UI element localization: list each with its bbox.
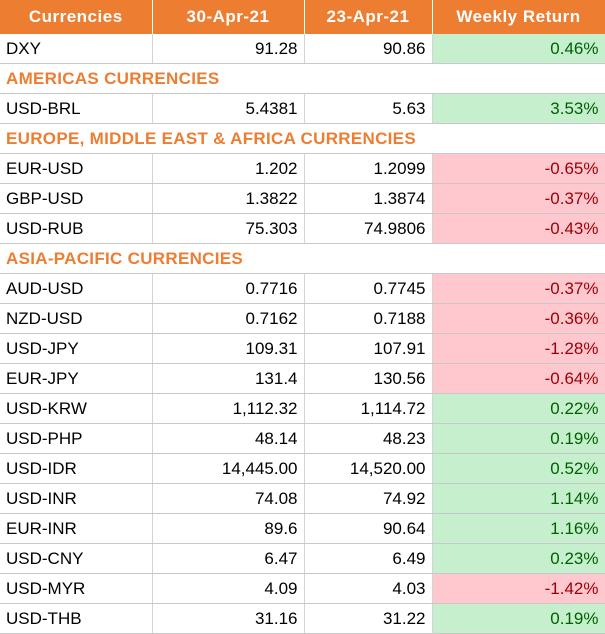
rate-current: 14,445.00 [152,453,305,484]
rate-previous: 1,114.72 [304,393,433,424]
rate-previous: 74.9806 [304,213,433,244]
section-title: AMERICAS CURRENCIES [0,63,605,94]
weekly-return-value: -0.37% [432,273,605,304]
weekly-return-value: -0.43% [432,213,605,244]
currency-pair: EUR-INR [0,513,153,544]
rate-current: 6.47 [152,543,305,574]
weekly-return-value: 0.19% [432,603,605,634]
section-header-row: AMERICAS CURRENCIES [0,63,605,94]
weekly-return-value: 0.46% [432,34,605,64]
rate-current: 75.303 [152,213,305,244]
table-row: USD-BRL 5.4381 5.63 3.53% [0,93,605,124]
table-row: EUR-JPY 131.4 130.56 -0.64% [0,363,605,394]
rate-previous: 1.2099 [304,153,433,184]
weekly-return-value: -0.36% [432,303,605,334]
currency-pair: USD-INR [0,483,153,514]
table-row: USD-IDR 14,445.00 14,520.00 0.52% [0,453,605,484]
rate-previous: 90.86 [304,34,433,64]
rate-previous: 6.49 [304,543,433,574]
section-header-row: EUROPE, MIDDLE EAST & AFRICA CURRENCIES [0,123,605,154]
table-row: USD-RUB 75.303 74.9806 -0.43% [0,213,605,244]
rate-current: 1.202 [152,153,305,184]
rate-previous: 48.23 [304,423,433,454]
table-row: DXY 91.28 90.86 0.46% [0,34,605,64]
weekly-return-value: 0.52% [432,453,605,484]
rate-current: 0.7162 [152,303,305,334]
rate-previous: 130.56 [304,363,433,394]
rate-current: 5.4381 [152,93,305,124]
table-row: USD-THB 31.16 31.22 0.19% [0,603,605,634]
rate-previous: 0.7188 [304,303,433,334]
rate-previous: 107.91 [304,333,433,364]
weekly-return-value: 1.16% [432,513,605,544]
header-date-previous: 23-Apr-21 [304,0,433,34]
rate-current: 91.28 [152,34,305,64]
table-row: EUR-INR 89.6 90.64 1.16% [0,513,605,544]
section-header-row: ASIA-PACIFIC CURRENCIES [0,243,605,274]
weekly-return-value: -0.64% [432,363,605,394]
weekly-return-value: -1.28% [432,333,605,364]
table-body: DXY 91.28 90.86 0.46% AMERICAS CURRENCIES USD… [0,34,605,634]
table-row: USD-INR 74.08 74.92 1.14% [0,483,605,514]
table-row: USD-MYR 4.09 4.03 -1.42% [0,573,605,604]
header-row: Currencies 30-Apr-21 23-Apr-21 Weekly Re… [0,0,605,34]
weekly-return-value: 3.53% [432,93,605,124]
section-title: EUROPE, MIDDLE EAST & AFRICA CURRENCIES [0,123,605,154]
currency-pair: USD-RUB [0,213,153,244]
currency-pair: USD-THB [0,603,153,634]
currency-pair: USD-PHP [0,423,153,454]
currency-pair: NZD-USD [0,303,153,334]
rate-current: 74.08 [152,483,305,514]
rate-previous: 74.92 [304,483,433,514]
rate-previous: 4.03 [304,573,433,604]
section-title: ASIA-PACIFIC CURRENCIES [0,243,605,274]
weekly-return-value: 1.14% [432,483,605,514]
currency-pair: USD-IDR [0,453,153,484]
weekly-return-value: -1.42% [432,573,605,604]
currency-pair: EUR-JPY [0,363,153,394]
header-currencies: Currencies [0,0,153,34]
weekly-return-value: 0.19% [432,423,605,454]
rate-previous: 14,520.00 [304,453,433,484]
rate-current: 31.16 [152,603,305,634]
rate-previous: 0.7745 [304,273,433,304]
rate-current: 109.31 [152,333,305,364]
weekly-return-value: -0.37% [432,183,605,214]
currency-pair: USD-CNY [0,543,153,574]
rate-current: 48.14 [152,423,305,454]
rate-previous: 90.64 [304,513,433,544]
weekly-return-value: 0.23% [432,543,605,574]
rate-previous: 5.63 [304,93,433,124]
rate-previous: 1.3874 [304,183,433,214]
weekly-return-value: 0.22% [432,393,605,424]
table-row: EUR-USD 1.202 1.2099 -0.65% [0,153,605,184]
rate-current: 1.3822 [152,183,305,214]
currency-pair: USD-BRL [0,93,153,124]
header-date-current: 30-Apr-21 [152,0,305,34]
header-weekly-return: Weekly Return [432,0,605,34]
table-row: USD-KRW 1,112.32 1,114.72 0.22% [0,393,605,424]
table-row: USD-JPY 109.31 107.91 -1.28% [0,333,605,364]
table-row: GBP-USD 1.3822 1.3874 -0.37% [0,183,605,214]
rate-current: 0.7716 [152,273,305,304]
rate-current: 89.6 [152,513,305,544]
currency-pair: EUR-USD [0,153,153,184]
currency-pair: USD-JPY [0,333,153,364]
currency-pair: USD-MYR [0,573,153,604]
rate-previous: 31.22 [304,603,433,634]
rate-current: 4.09 [152,573,305,604]
currency-pair: DXY [0,34,153,64]
rate-current: 1,112.32 [152,393,305,424]
rate-current: 131.4 [152,363,305,394]
currency-pair: USD-KRW [0,393,153,424]
currency-pair: GBP-USD [0,183,153,214]
table-row: USD-PHP 48.14 48.23 0.19% [0,423,605,454]
table-row: USD-CNY 6.47 6.49 0.23% [0,543,605,574]
currency-pair: AUD-USD [0,273,153,304]
weekly-return-value: -0.65% [432,153,605,184]
table-row: NZD-USD 0.7162 0.7188 -0.36% [0,303,605,334]
table-row: AUD-USD 0.7716 0.7745 -0.37% [0,273,605,304]
